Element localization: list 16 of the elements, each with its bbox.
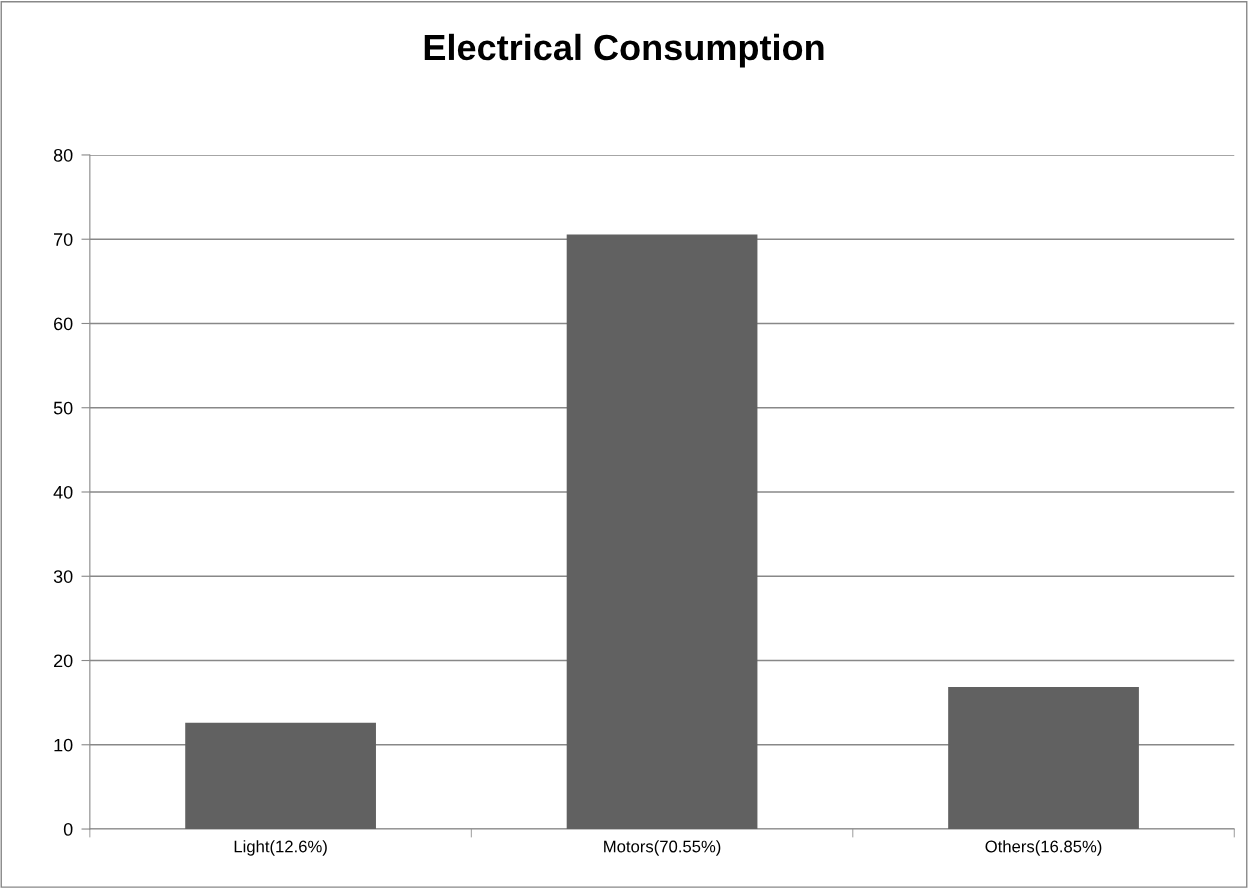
bar <box>566 234 758 830</box>
y-tick-label: 0 <box>63 822 73 836</box>
y-tick-label: 50 <box>53 401 73 415</box>
bar <box>948 687 1139 830</box>
y-tick-label: 80 <box>53 148 73 162</box>
bar <box>185 722 376 830</box>
y-tick-label: 20 <box>54 654 73 668</box>
y-tick-label: 10 <box>54 738 73 752</box>
y-tick-label: 70 <box>54 233 73 246</box>
chart-title: Electrical Consumption <box>424 33 824 68</box>
y-tick-label: 40 <box>53 485 73 499</box>
y-tick-label: 30 <box>53 570 73 583</box>
x-tick-label: Motors(70.55%) <box>604 840 721 856</box>
y-tick-label: 60 <box>54 317 73 331</box>
x-tick-label: Light(12.6%) <box>234 840 327 856</box>
x-tick-label: Others(16.85%) <box>985 840 1102 856</box>
